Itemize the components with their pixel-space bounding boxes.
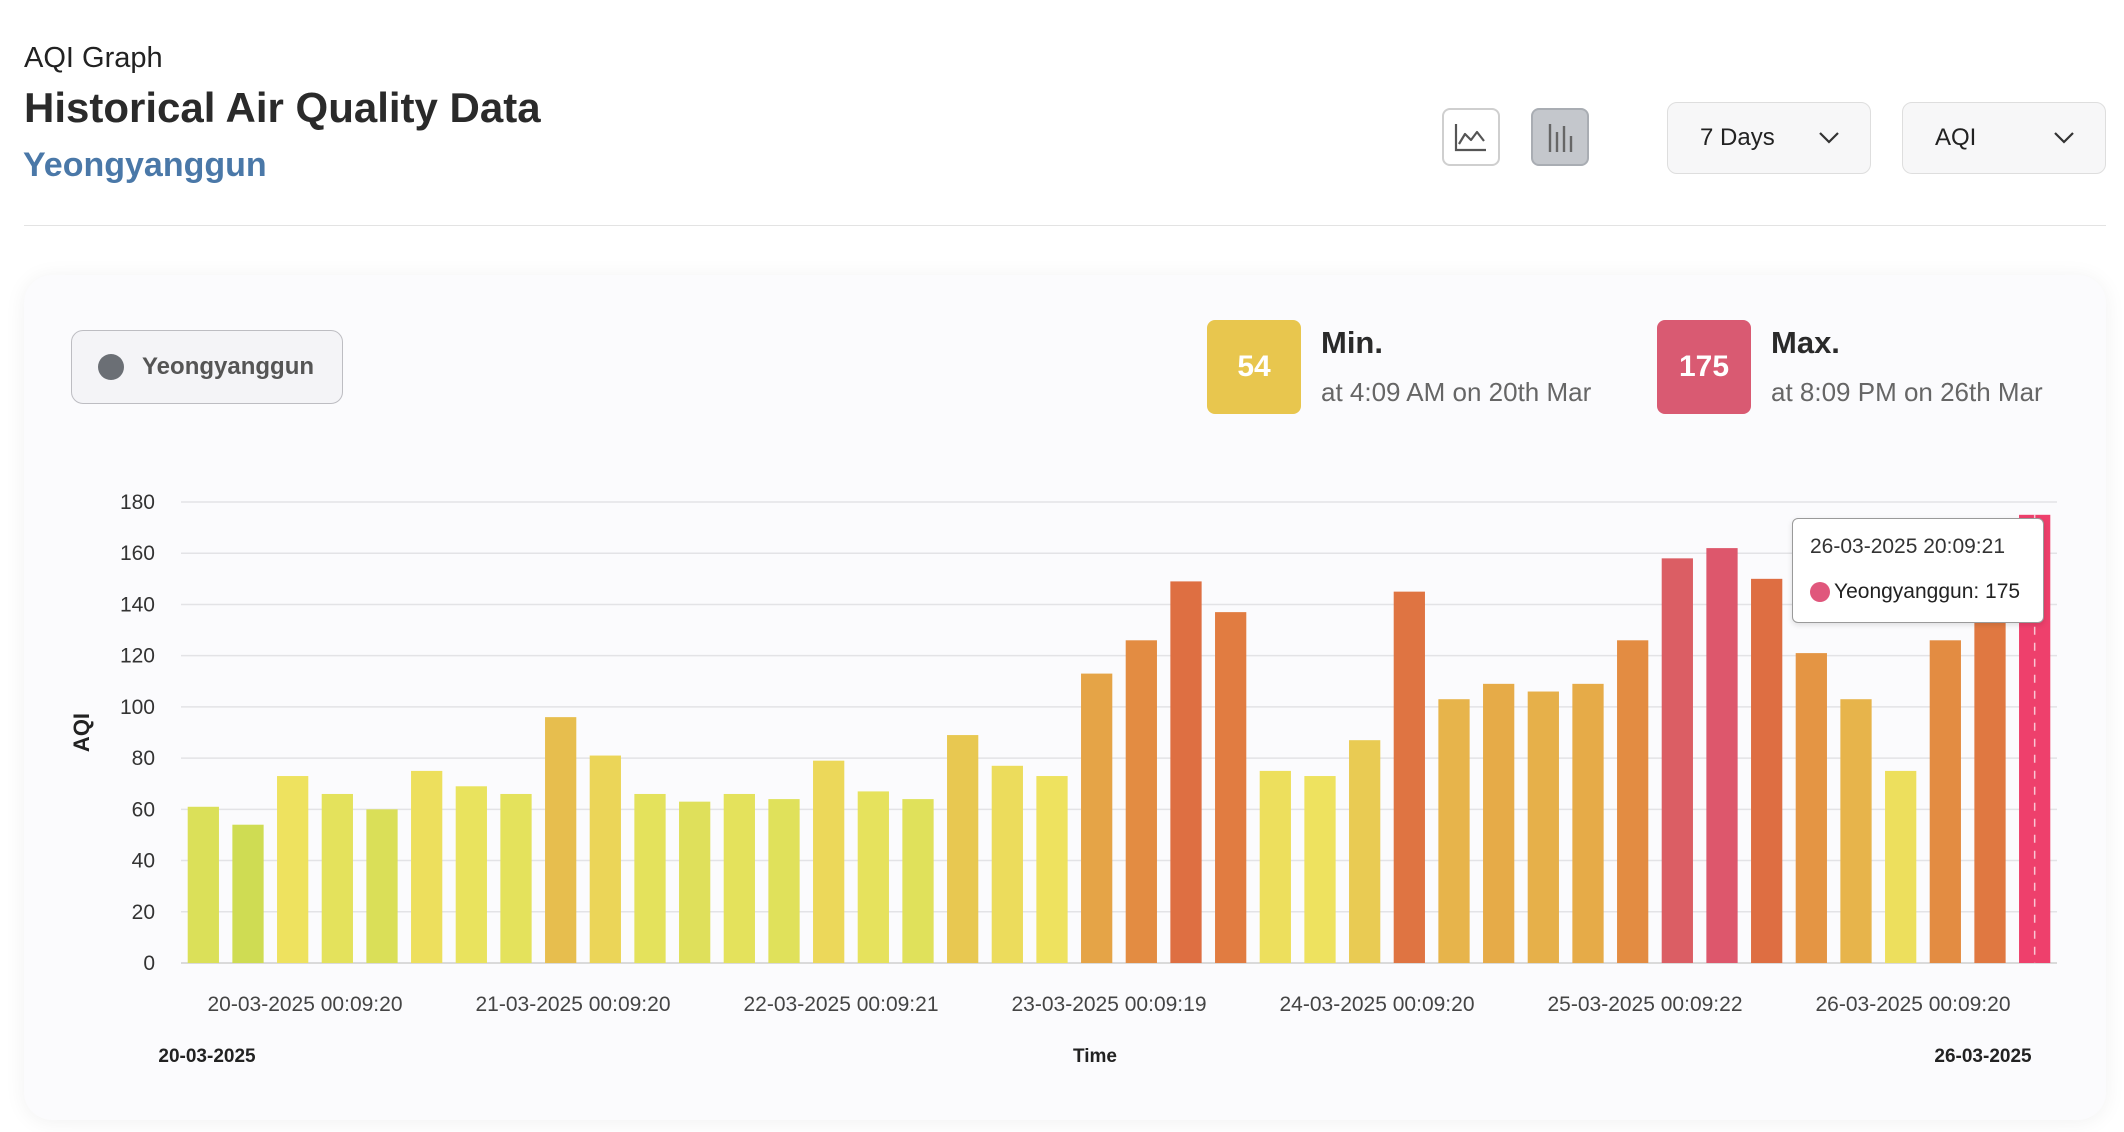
bar: [1125, 640, 1157, 963]
y-tick-label: 80: [132, 747, 155, 770]
chevron-down-icon: [2054, 132, 2074, 144]
min-time: at 4:09 AM on 20th Mar: [1321, 377, 1592, 407]
x-tick-label: 24-03-2025 00:09:20: [1280, 993, 1475, 1016]
time-range-value: 7 Days: [1700, 124, 1775, 151]
line-chart-toggle-button[interactable]: [1442, 108, 1500, 166]
bar: [634, 793, 666, 963]
bar: [1170, 581, 1202, 963]
y-tick-label: 100: [120, 696, 155, 719]
bar: [679, 801, 711, 963]
time-range-dropdown[interactable]: 7 Days: [1667, 102, 1871, 174]
bar: [1081, 673, 1113, 963]
bar: [232, 824, 264, 963]
page-header: AQI Graph Historical Air Quality Data Ye…: [0, 0, 2124, 228]
x-tick-label: 21-03-2025 00:09:20: [476, 993, 671, 1016]
x-tick-label: 22-03-2025 00:09:21: [744, 993, 939, 1016]
bar-chart-icon: [1548, 124, 1573, 152]
y-tick-label: 0: [143, 952, 155, 975]
bar-chart-toggle-button[interactable]: [1531, 108, 1589, 166]
y-tick-label: 60: [132, 798, 155, 821]
bar: [1751, 578, 1783, 963]
bar: [1438, 699, 1470, 963]
y-tick-label: 140: [120, 593, 155, 616]
x-axis-label: Time: [1073, 1046, 1117, 1067]
bar: [1795, 653, 1827, 963]
bar: [1215, 612, 1247, 963]
x-tick-label: 26-03-2025 00:09:20: [1816, 993, 2011, 1016]
x-tick-label: 23-03-2025 00:09:19: [1012, 993, 1207, 1016]
tooltip-text: Yeongyanggun: 175: [1834, 580, 2021, 603]
bar: [1929, 640, 1961, 963]
max-value-badge: 175: [1657, 320, 1751, 414]
bar: [1304, 776, 1336, 963]
legend-chip[interactable]: Yeongyanggun: [71, 330, 343, 404]
bar: [1572, 683, 1604, 963]
bar: [1661, 558, 1693, 963]
bar: [991, 765, 1023, 963]
header-divider: [24, 225, 2106, 226]
bar: [500, 793, 532, 963]
tooltip-row: Yeongyanggun: 175: [1810, 580, 2020, 604]
x-tick-label: 25-03-2025 00:09:22: [1548, 993, 1743, 1016]
bar: [1349, 740, 1381, 963]
metric-value: AQI: [1935, 124, 1977, 151]
max-label: Max.: [1771, 325, 1840, 360]
legend-label: Yeongyanggun: [142, 353, 315, 380]
bar: [277, 776, 309, 963]
bar: [1840, 699, 1872, 963]
y-tick-label: 160: [120, 542, 155, 565]
bar: [1617, 640, 1649, 963]
tooltip-series-dot: [1810, 582, 1830, 602]
bar: [1259, 770, 1291, 963]
min-value-badge: 54: [1207, 320, 1301, 414]
chevron-down-icon: [1819, 132, 1839, 144]
chart-tooltip: 26-03-2025 20:09:21 Yeongyanggun: 175: [1792, 518, 2044, 623]
x-end-label: 26-03-2025: [1934, 1046, 2032, 1067]
bar: [857, 791, 889, 963]
bar: [902, 799, 934, 963]
bar: [187, 806, 219, 963]
metric-dropdown[interactable]: AQI: [1902, 102, 2106, 174]
bar: [1393, 591, 1425, 963]
bar: [1036, 776, 1068, 963]
bar: [1483, 683, 1515, 963]
bar: [768, 799, 800, 963]
bar: [1527, 691, 1559, 963]
location-title: Yeongyanggun: [23, 146, 267, 184]
tooltip-title: 26-03-2025 20:09:21: [1810, 535, 2005, 558]
bar: [1706, 548, 1738, 963]
line-chart-icon: [1454, 124, 1486, 152]
y-tick-label: 20: [132, 901, 155, 924]
bar: [723, 793, 755, 963]
bar: [589, 755, 621, 963]
max-time: at 8:09 PM on 26th Mar: [1771, 377, 2043, 407]
page-subtitle: AQI Graph: [24, 42, 163, 74]
page-title: Historical Air Quality Data: [24, 84, 541, 131]
bar: [366, 809, 398, 963]
bar: [813, 760, 845, 963]
bar: [545, 717, 577, 963]
bar: [1885, 770, 1917, 963]
bar: [1974, 601, 2006, 963]
x-start-label: 20-03-2025: [158, 1046, 256, 1067]
min-label: Min.: [1321, 325, 1383, 360]
y-axis-label: AQI: [69, 713, 94, 752]
legend-dot: [98, 354, 124, 380]
bar: [455, 786, 487, 963]
bar: [321, 793, 353, 963]
x-tick-label: 20-03-2025 00:09:20: [208, 993, 403, 1016]
bar: [411, 770, 443, 963]
y-tick-label: 40: [132, 850, 155, 873]
y-tick-label: 120: [120, 645, 155, 668]
y-tick-label: 180: [120, 491, 155, 514]
bar: [947, 735, 979, 963]
